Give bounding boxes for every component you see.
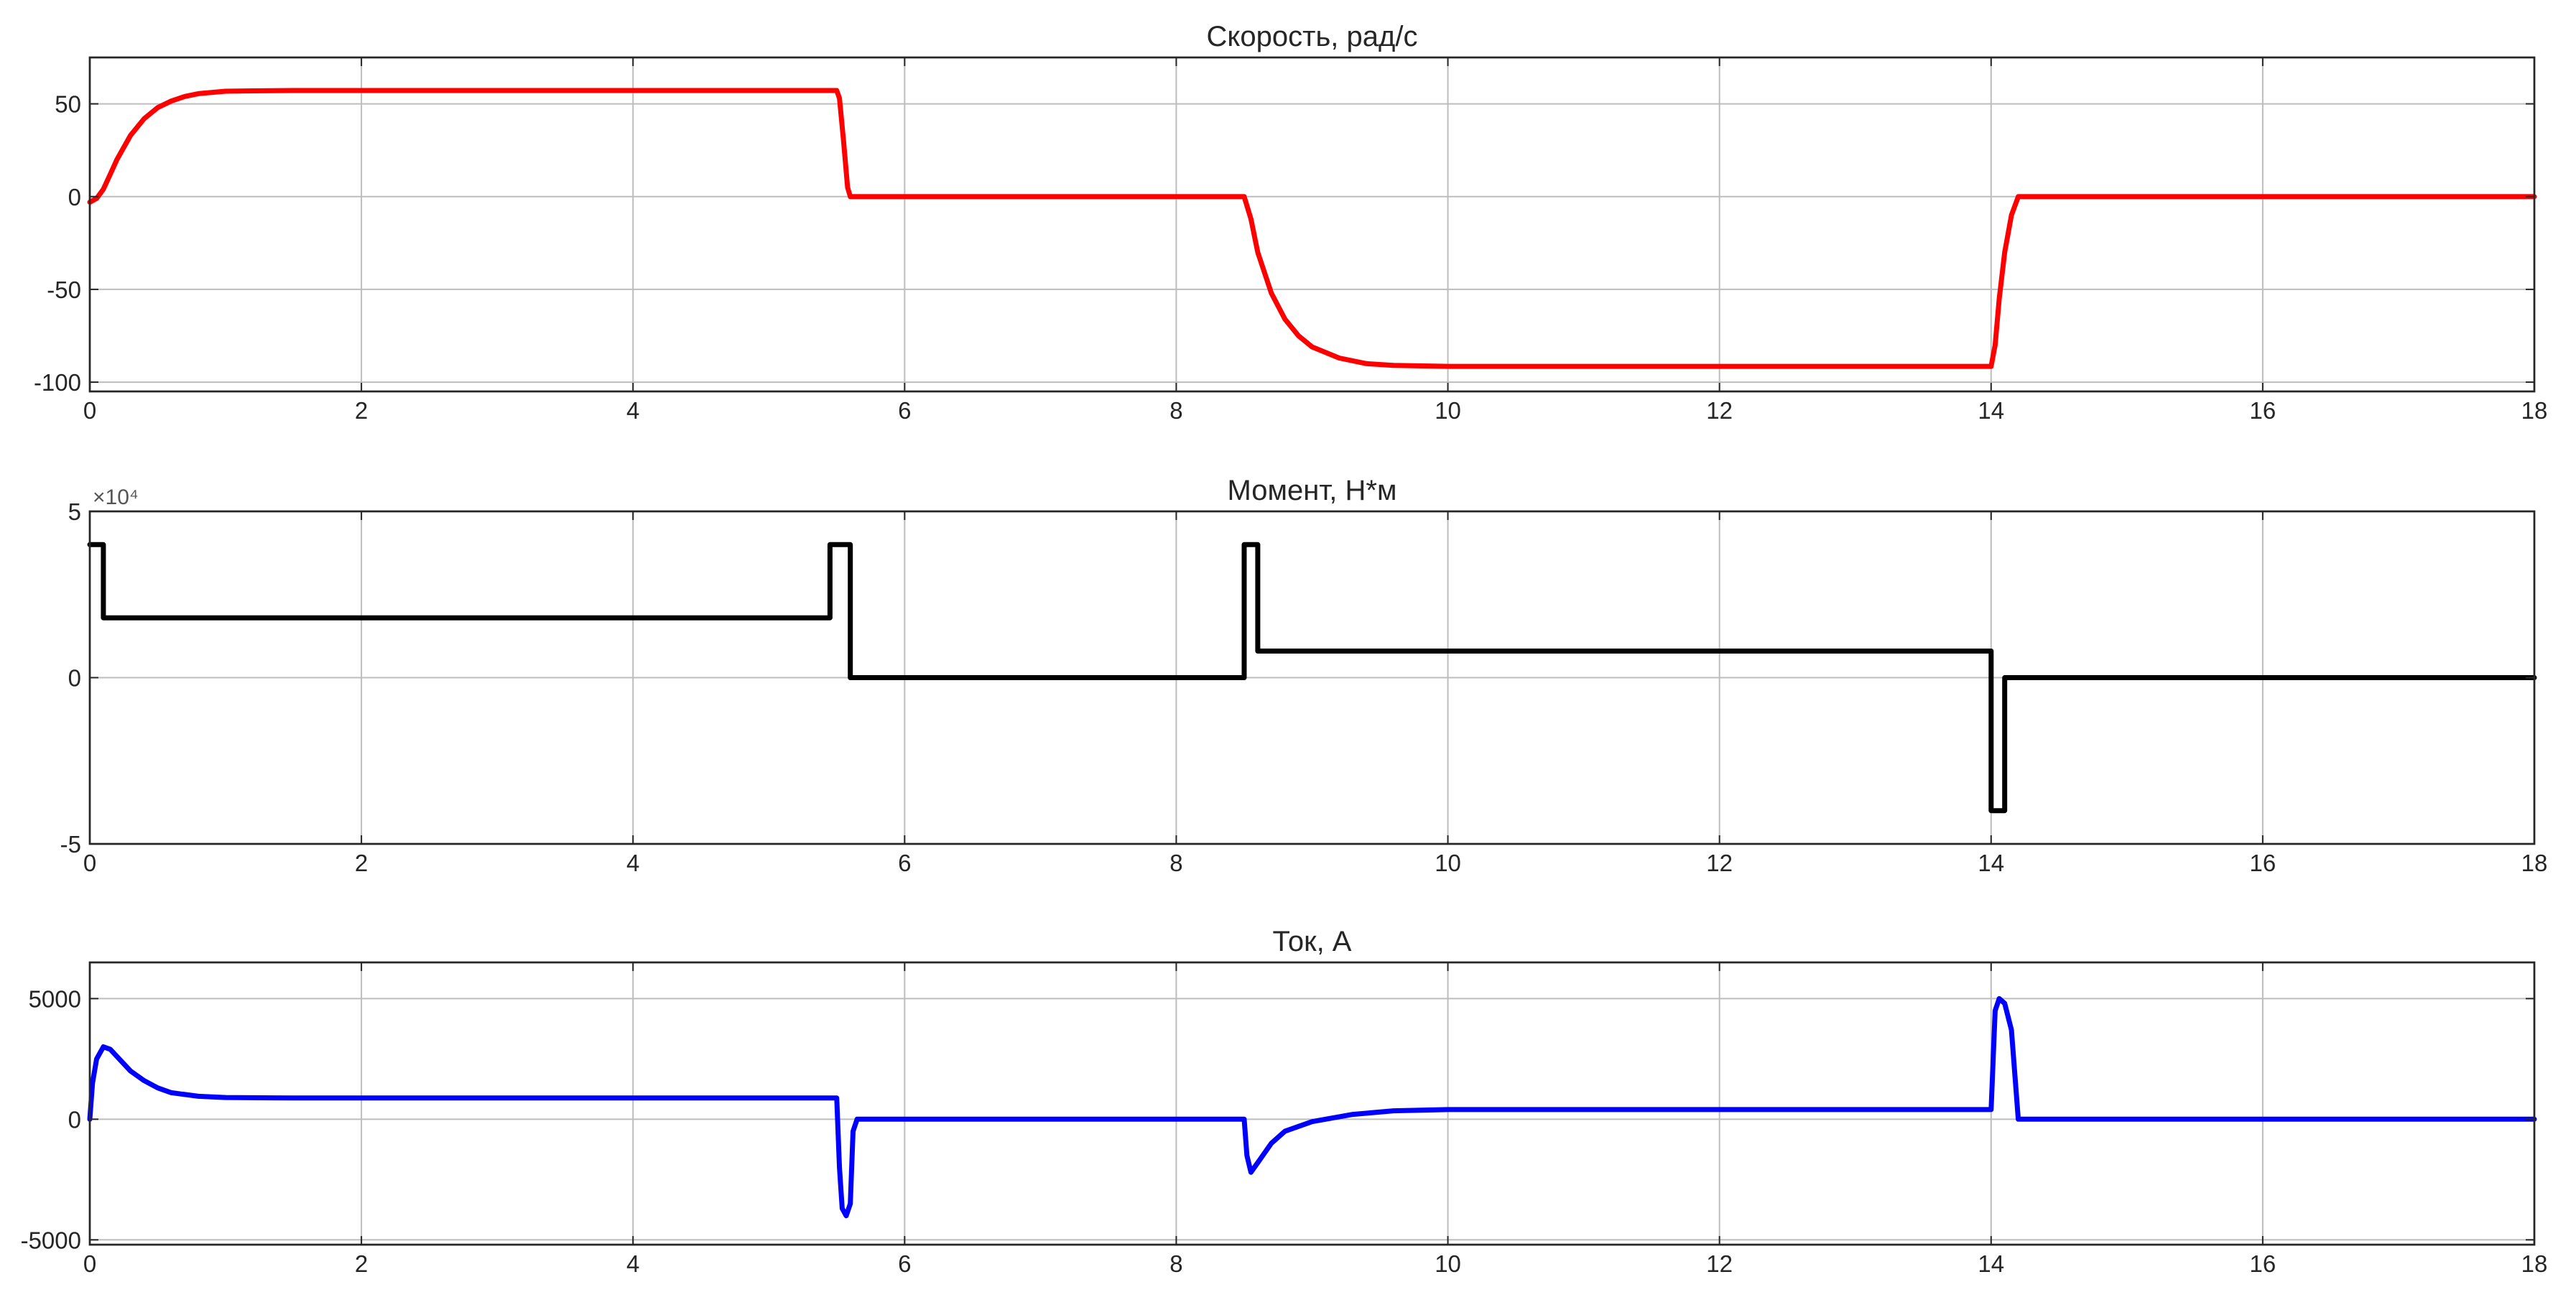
x-tick-label: 10 (1435, 850, 1461, 876)
x-tick-label: 12 (1706, 397, 1733, 424)
y-tick-label: 50 (55, 91, 81, 118)
x-tick-label: 16 (2250, 1250, 2276, 1277)
x-tick-label: 6 (898, 397, 911, 424)
y-tick-label: -50 (47, 277, 81, 303)
x-tick-label: 2 (355, 397, 368, 424)
x-tick-label: 2 (355, 1250, 368, 1277)
chart-title: Скорость, рад/с (1207, 21, 1418, 52)
x-tick-label: 12 (1706, 1250, 1733, 1277)
y-tick-label: 0 (68, 184, 81, 210)
y-tick-label: 0 (68, 1106, 81, 1133)
x-tick-label: 14 (1978, 850, 2004, 876)
x-tick-label: 4 (626, 397, 639, 424)
x-tick-label: 4 (626, 1250, 639, 1277)
plot-frame (88, 56, 2536, 393)
x-tick-label: 18 (2521, 397, 2548, 424)
y-tick-label: 5 (68, 498, 81, 525)
x-tick-label: 10 (1435, 1250, 1461, 1277)
y-tick-label: -5000 (21, 1227, 81, 1253)
series-line (87, 88, 2537, 369)
x-tick-label: 6 (898, 1250, 911, 1277)
x-tick-label: 18 (2521, 850, 2548, 876)
x-tick-label: 12 (1706, 850, 1733, 876)
x-tick-label: 6 (898, 850, 911, 876)
x-tick-label: 0 (83, 1250, 96, 1277)
y-tick-label: 5000 (29, 985, 81, 1012)
x-tick-label: 8 (1169, 397, 1182, 424)
x-tick-label: 18 (2521, 1250, 2548, 1277)
chart-panel-1: 0 2 4 6 8 10 12 14 16 18 -100 -50 0 50 Скорость, рад/с (34, 21, 2547, 424)
x-tick-label: 2 (355, 850, 368, 876)
y-exponent-label: ×10⁴ (93, 486, 139, 509)
series-line (87, 995, 2537, 1219)
chart-title: Момент, Н*м (1228, 475, 1397, 506)
plot-area (88, 56, 2536, 393)
x-tick-label: 0 (83, 397, 96, 424)
x-tick-label: 14 (1978, 1250, 2004, 1277)
plot-frame (88, 961, 2536, 1246)
plot-area (88, 961, 2536, 1246)
x-tick-label: 10 (1435, 397, 1461, 424)
x-tick-label: 4 (626, 850, 639, 876)
x-tick-label: 0 (83, 850, 96, 876)
x-tick-label: 8 (1169, 1250, 1182, 1277)
y-tick-label: -5 (60, 831, 81, 858)
y-tick-label: -100 (34, 369, 81, 396)
chart-title: Ток, А (1273, 926, 1352, 957)
x-tick-label: 16 (2250, 397, 2276, 424)
y-tick-label: 0 (68, 665, 81, 692)
x-tick-label: 16 (2250, 850, 2276, 876)
x-tick-label: 8 (1169, 850, 1182, 876)
x-tick-label: 14 (1978, 397, 2004, 424)
chart-panel-2: 0 2 4 6 8 10 12 14 16 18-505×10⁴ Момент, Н*м (60, 475, 2548, 876)
series-line (87, 542, 2537, 814)
